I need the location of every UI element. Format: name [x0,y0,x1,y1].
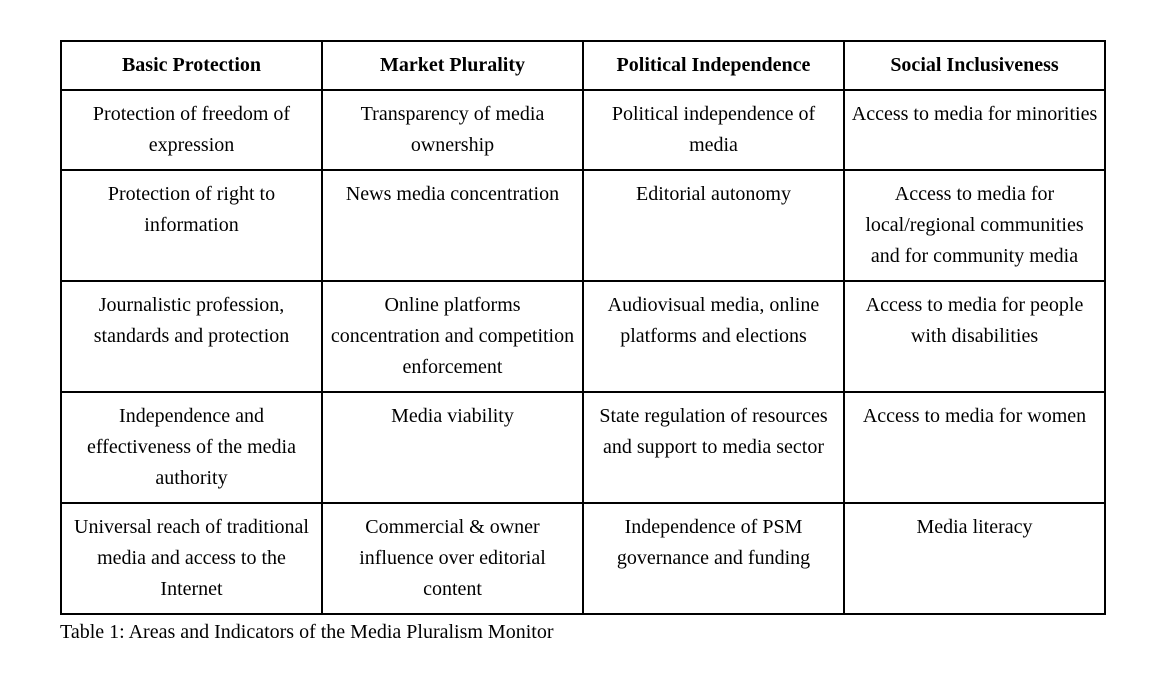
table-cell: Commercial & owner influence over editor… [322,503,583,614]
table-caption: Table 1: Areas and Indicators of the Med… [60,621,1106,644]
table-row: Protection of freedom of expression Tran… [61,90,1105,170]
table-cell: Independence and effectiveness of the me… [61,392,322,503]
table-cell: Journalistic profession, standards and p… [61,281,322,392]
table-cell: Media literacy [844,503,1105,614]
col-header-social-inclusiveness: Social Inclusiveness [844,41,1105,90]
table-cell: Access to media for local/regional commu… [844,170,1105,281]
table-cell: Protection of freedom of expression [61,90,322,170]
col-header-political-independence: Political Independence [583,41,844,90]
table-header-row: Basic Protection Market Plurality Politi… [61,41,1105,90]
mpm-table: Basic Protection Market Plurality Politi… [60,40,1106,615]
table-cell: Political independence of media [583,90,844,170]
table-cell: Independence of PSM governance and fundi… [583,503,844,614]
table-cell: Access to media for women [844,392,1105,503]
table-cell: Online platforms concentration and compe… [322,281,583,392]
col-header-market-plurality: Market Plurality [322,41,583,90]
table-row: Protection of right to information News … [61,170,1105,281]
table-cell: News media concentration [322,170,583,281]
table-row: Independence and effectiveness of the me… [61,392,1105,503]
table-cell: Protection of right to information [61,170,322,281]
table-cell: Universal reach of traditional media and… [61,503,322,614]
table-cell: Media viability [322,392,583,503]
table-cell: State regulation of resources and suppor… [583,392,844,503]
table-row: Journalistic profession, standards and p… [61,281,1105,392]
table-cell: Access to media for people with disabili… [844,281,1105,392]
table-cell: Access to media for minorities [844,90,1105,170]
table-cell: Transparency of media ownership [322,90,583,170]
table-cell: Audiovisual media, online platforms and … [583,281,844,392]
col-header-basic-protection: Basic Protection [61,41,322,90]
table-cell: Editorial autonomy [583,170,844,281]
table-row: Universal reach of traditional media and… [61,503,1105,614]
